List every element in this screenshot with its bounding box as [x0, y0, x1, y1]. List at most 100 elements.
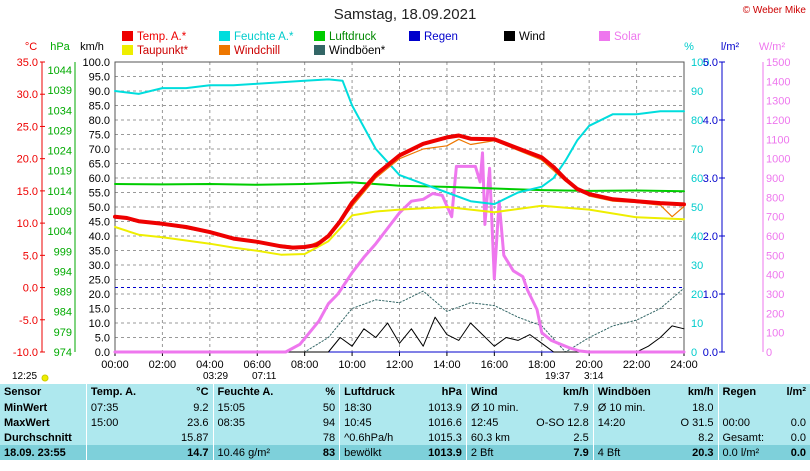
stats-header: km/h: [687, 386, 714, 398]
tick-label: 900: [766, 173, 784, 185]
tick-label: 04:00: [196, 359, 224, 371]
tick-label: 10.0: [17, 218, 38, 230]
tick-label: 22:00: [623, 359, 651, 371]
stats-table: Sensor Temp. A. °C Feuchte A. % Luftdruc…: [0, 384, 810, 461]
tick-label: 3.0: [703, 173, 718, 185]
tick-label: 14:00: [433, 359, 461, 371]
stats-cell: Ø 10 min.: [465, 401, 529, 416]
stats-cell: 14:20: [592, 415, 658, 431]
stats-cell: 20.3: [657, 445, 718, 461]
tick-label: 30.0: [89, 260, 110, 272]
legend-item: Taupunkt*: [122, 45, 188, 58]
stats-row-avg: Durchschnitt 15.87 78 ^0.6hPa/h 1015.3 6…: [0, 430, 810, 446]
stats-cell: 12:45: [465, 415, 529, 431]
tick-label: 100: [766, 328, 784, 340]
legend-item: Windchill: [219, 45, 280, 58]
stats-cell: bewölkt: [339, 445, 407, 461]
tick-label: 1009: [48, 206, 72, 218]
stats-row-min: MinWert 07:35 9.2 15:05 50 18:30 1013.9 …: [0, 401, 810, 416]
stats-cell: [717, 401, 783, 416]
tick-label: 25.0: [17, 121, 38, 133]
stats-cell: 7.9: [573, 402, 589, 415]
tick-label: 45.0: [89, 217, 110, 229]
series-line-feuchte-a: [114, 78, 685, 206]
stats-cell: 4 Bft: [592, 445, 658, 461]
tick-label: -5.0: [19, 315, 38, 327]
tick-label: 24:00: [670, 359, 698, 371]
stats-cell: 1013.9: [406, 445, 467, 461]
stats-cell: 10.46 g/m²: [212, 445, 280, 461]
tick-label: 1100: [766, 134, 790, 146]
tick-label: 0.0: [23, 283, 38, 295]
tick-label: 08:00: [291, 359, 319, 371]
series-line-windb-en: [114, 287, 685, 353]
stats-cell: [85, 445, 153, 461]
tick-label: 984: [54, 307, 72, 319]
tick-label: 12:00: [386, 359, 414, 371]
tick-label: 1300: [766, 96, 790, 108]
stats-cell: 0.0: [790, 417, 806, 430]
stats-header: Temp. A.: [85, 384, 153, 401]
stats-header: Feuchte A.: [212, 384, 280, 401]
stats-cell: O-SO 12.8: [536, 417, 589, 430]
stats-cell: 15.87: [180, 431, 209, 444]
legend-label: Windchill: [234, 45, 281, 57]
tick-label: 100: [691, 57, 709, 69]
sunset-time-a: 07:11: [252, 371, 277, 382]
tick-label: 70: [691, 144, 703, 156]
credit-label: © Weber Mike: [742, 5, 806, 16]
axis-unit: l/m²: [721, 41, 740, 53]
stats-cell: 07:35: [85, 401, 153, 416]
legend-item: Windböen*: [314, 45, 385, 58]
tick-label: 100.0: [82, 57, 110, 69]
series-line-taupunkt: [114, 204, 685, 256]
stats-header: Regen: [717, 384, 783, 401]
moon-time-b: 3:14: [584, 371, 604, 382]
axis-unit: km/h: [80, 41, 104, 53]
legend-item: Wind: [504, 31, 545, 44]
tick-label: 1034: [48, 105, 72, 117]
tick-label: 60.0: [89, 173, 110, 185]
stats-header: l/m²: [786, 386, 806, 398]
tick-label: 10:00: [338, 359, 366, 371]
stats-cell: [212, 430, 280, 446]
tick-label: 1039: [48, 85, 72, 97]
legend-item: Luftdruck: [314, 31, 376, 44]
tick-label: 0: [766, 347, 772, 359]
stats-cell: 18:30: [339, 401, 407, 416]
tick-label: 15.0: [17, 186, 38, 198]
axis-unit: %: [684, 41, 694, 53]
tick-label: 1000: [766, 154, 790, 166]
weather-chart: °C hPa km/h 35.0 30.0 25.0 20.0 15.0 10.0 5.0 0.0 -…: [13, 41, 790, 382]
tick-label: 50.0: [89, 202, 110, 214]
legend-item: Solar: [599, 31, 641, 44]
legend-swatch: [219, 31, 230, 41]
legend-swatch: [504, 31, 515, 41]
stats-header: km/h: [563, 386, 589, 398]
tick-label: 20.0: [89, 289, 110, 301]
tick-label: 20: [691, 289, 703, 301]
tick-label: 989: [54, 287, 72, 299]
stats-cell: 15:00: [85, 415, 153, 431]
tick-label: 90: [691, 86, 703, 98]
tick-label: 75.0: [89, 130, 110, 142]
tick-label: 25.0: [89, 275, 110, 287]
stats-cell: 2 Bft: [465, 445, 529, 461]
stats-cell: 0.0: [782, 445, 810, 461]
tick-label: 35.0: [17, 57, 38, 69]
tick-label: 15.0: [89, 304, 110, 316]
stats-cell: 14.7: [152, 445, 214, 461]
stats-header: Sensor: [4, 386, 42, 398]
stats-header-row: Sensor Temp. A. °C Feuchte A. % Luftdruc…: [0, 384, 810, 401]
stats-cell: 1013.9: [428, 402, 462, 415]
tick-label: 1044: [48, 65, 72, 77]
stats-cell: 50: [322, 402, 336, 415]
stats-cell: 00:00: [717, 415, 783, 431]
stats-cell: 10:45: [339, 415, 407, 431]
tick-label: 1029: [48, 125, 72, 137]
stats-cell: 0.0: [790, 431, 806, 444]
stats-cell: Ø 10 min.: [592, 401, 658, 416]
legend-swatch: [314, 31, 325, 41]
tick-label: 1400: [766, 76, 790, 88]
tick-label: 1200: [766, 115, 790, 127]
